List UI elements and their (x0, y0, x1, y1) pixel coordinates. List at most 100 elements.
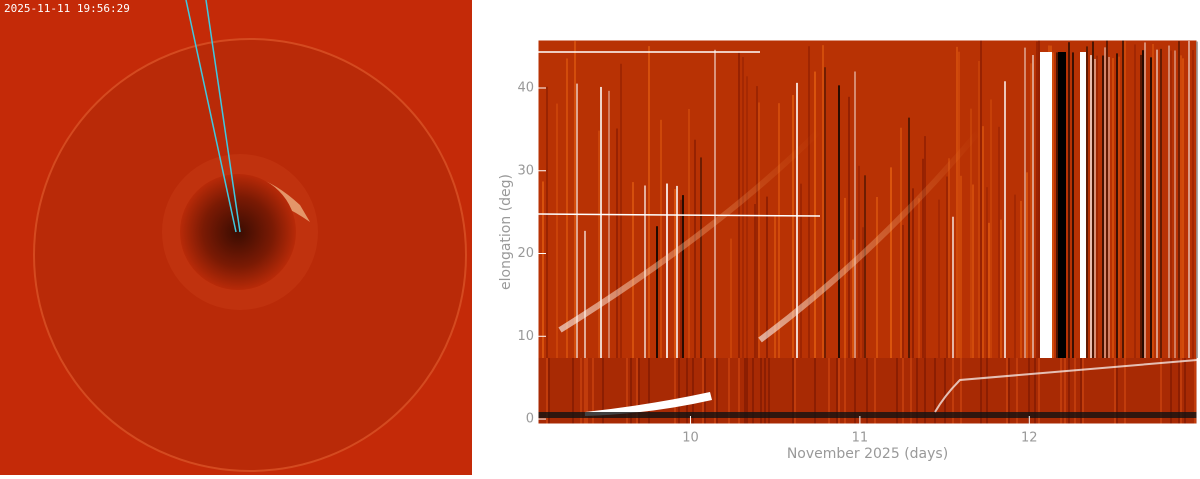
jmap-streak (1032, 55, 1034, 359)
jmap-streak (792, 358, 794, 424)
jmap-streak (1168, 45, 1170, 358)
jmap-streak (824, 67, 826, 358)
jmap-streak (1160, 48, 1162, 359)
jmap-streak (1074, 358, 1076, 424)
jmap-streak (982, 126, 984, 358)
jmap-streak (1180, 55, 1182, 358)
jmap-streak (598, 130, 600, 358)
jmap-streak (1000, 219, 1002, 358)
jmap-streak (908, 117, 910, 358)
jmap-streak (1180, 358, 1182, 424)
jmap-streak (924, 136, 926, 358)
jmap-streak (1124, 358, 1126, 424)
jmap-streak (742, 57, 744, 359)
jmap-streak (1006, 358, 1008, 424)
jmap-streak (938, 199, 940, 358)
jmap-streak (1112, 58, 1114, 358)
jmap-streak (970, 108, 972, 358)
jmap-streak (1030, 63, 1032, 359)
jmap-streak (1072, 52, 1074, 358)
jmap-streak (542, 181, 544, 358)
jmap-streak (986, 187, 988, 358)
jmap-streak (730, 238, 732, 358)
jmap-streak (1152, 43, 1154, 358)
jmap-streak (1194, 358, 1196, 424)
jmap-streak (900, 127, 902, 358)
jmap-streak (858, 165, 860, 358)
jmap-streak (752, 358, 754, 424)
jmap-streak (874, 358, 876, 424)
jmap-streak (728, 358, 730, 424)
jmap-streak (1156, 49, 1158, 358)
jmap-streak (1184, 358, 1186, 424)
jmap-streak (1150, 57, 1152, 359)
jmap-streak (704, 358, 706, 424)
y-tick-label: 20 (517, 246, 534, 261)
jmap-streak (1082, 358, 1084, 424)
jmap-streak (980, 40, 982, 358)
jmap-streak (1080, 52, 1086, 358)
x-tick-label: 10 (682, 431, 699, 446)
jmap-streak (586, 358, 588, 424)
jmap-streak (714, 358, 716, 424)
coronagraph-image: 2025-11-11 19:56:29 (0, 0, 472, 475)
jmap-streak (1058, 52, 1066, 358)
track (558, 127, 823, 333)
position-line (185, 0, 237, 233)
jmap-streak (1040, 52, 1052, 358)
jmap-streak (1170, 358, 1172, 424)
jmap-streak (1016, 358, 1018, 424)
x-tick-label: 11 (852, 431, 869, 446)
x-axis-label: November 2025 (days) (787, 446, 948, 462)
jmap-streak (1102, 55, 1104, 358)
jmap-streak (680, 199, 682, 358)
jmap-streak (794, 358, 796, 424)
jmap-streak (910, 358, 912, 424)
jmap-streak (1004, 81, 1006, 358)
jmap-streak (814, 71, 816, 358)
jmap-streak (956, 46, 958, 358)
jmap-streak (576, 83, 578, 359)
position-line (205, 0, 241, 233)
jmap-streak (952, 216, 954, 358)
jmap-streak (912, 188, 914, 358)
jmap-streak (1182, 58, 1184, 358)
jmap-streak (1124, 41, 1126, 358)
jmap-streak (746, 358, 748, 424)
y-tick-label: 0 (526, 412, 534, 427)
jmap-streak (934, 358, 936, 424)
jmap-streak (572, 358, 574, 424)
occulter (180, 174, 296, 290)
jmap-streak (854, 358, 856, 424)
track (758, 128, 983, 343)
jmap-streak (656, 226, 658, 358)
jmap-streak (1140, 54, 1142, 358)
jmap-streak (902, 224, 904, 358)
jmap-streak (1080, 358, 1082, 424)
jmap-streak (1036, 41, 1038, 359)
jmap-streak (838, 85, 840, 358)
jmap-streak (608, 90, 610, 358)
jmap-streak (998, 126, 1000, 358)
y-tick-label: 30 (517, 163, 534, 178)
x-tick-label: 12 (1021, 431, 1038, 446)
jmap-streak (700, 157, 702, 358)
jmap-streak (660, 119, 662, 358)
jmap-streak (1118, 56, 1120, 358)
jmap-streak (1092, 41, 1094, 359)
jmap-streak (1104, 47, 1106, 359)
jmap-streak (1144, 42, 1146, 359)
jmap-streak (546, 358, 548, 424)
jmap-streak (1056, 52, 1058, 358)
jmap-streak (744, 358, 746, 424)
jmap-streak (1068, 358, 1070, 424)
jmap-streak (1174, 50, 1176, 359)
jmap-streak (714, 49, 716, 358)
jmap-streak (916, 358, 918, 424)
jmap-streak (980, 358, 982, 424)
jmap-streak (1034, 358, 1036, 424)
jmap-streak (1178, 41, 1180, 359)
jmap-streak (1122, 40, 1124, 358)
jmap-streak (988, 222, 990, 358)
